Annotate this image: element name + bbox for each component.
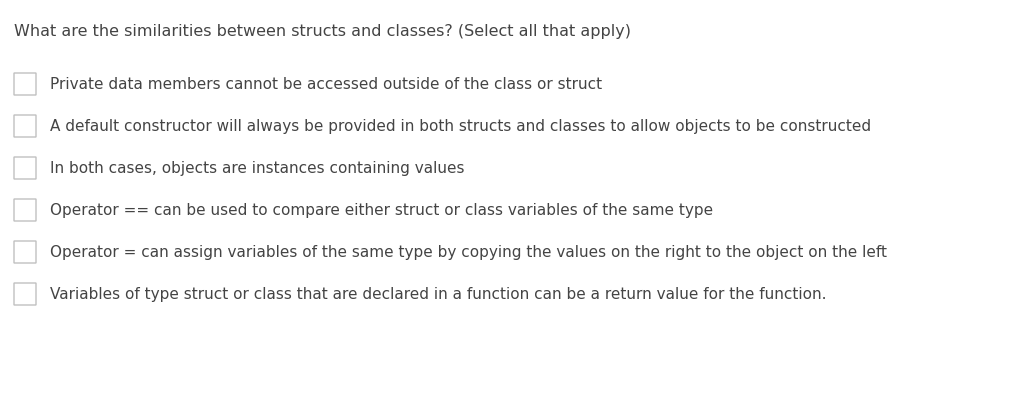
FancyBboxPatch shape — [14, 199, 36, 221]
Text: Operator == can be used to compare either struct or class variables of the same : Operator == can be used to compare eithe… — [50, 203, 713, 217]
FancyBboxPatch shape — [14, 115, 36, 137]
Text: Variables of type struct or class that are declared in a function can be a retur: Variables of type struct or class that a… — [50, 286, 827, 301]
Text: Private data members cannot be accessed outside of the class or struct: Private data members cannot be accessed … — [50, 76, 602, 91]
FancyBboxPatch shape — [14, 283, 36, 305]
Text: What are the similarities between structs and classes? (Select all that apply): What are the similarities between struct… — [14, 24, 631, 39]
FancyBboxPatch shape — [14, 241, 36, 263]
Text: Operator = can assign variables of the same type by copying the values on the ri: Operator = can assign variables of the s… — [50, 245, 887, 260]
FancyBboxPatch shape — [14, 73, 36, 95]
FancyBboxPatch shape — [14, 157, 36, 179]
Text: In both cases, objects are instances containing values: In both cases, objects are instances con… — [50, 160, 465, 175]
Text: A default constructor will always be provided in both structs and classes to all: A default constructor will always be pro… — [50, 119, 871, 134]
